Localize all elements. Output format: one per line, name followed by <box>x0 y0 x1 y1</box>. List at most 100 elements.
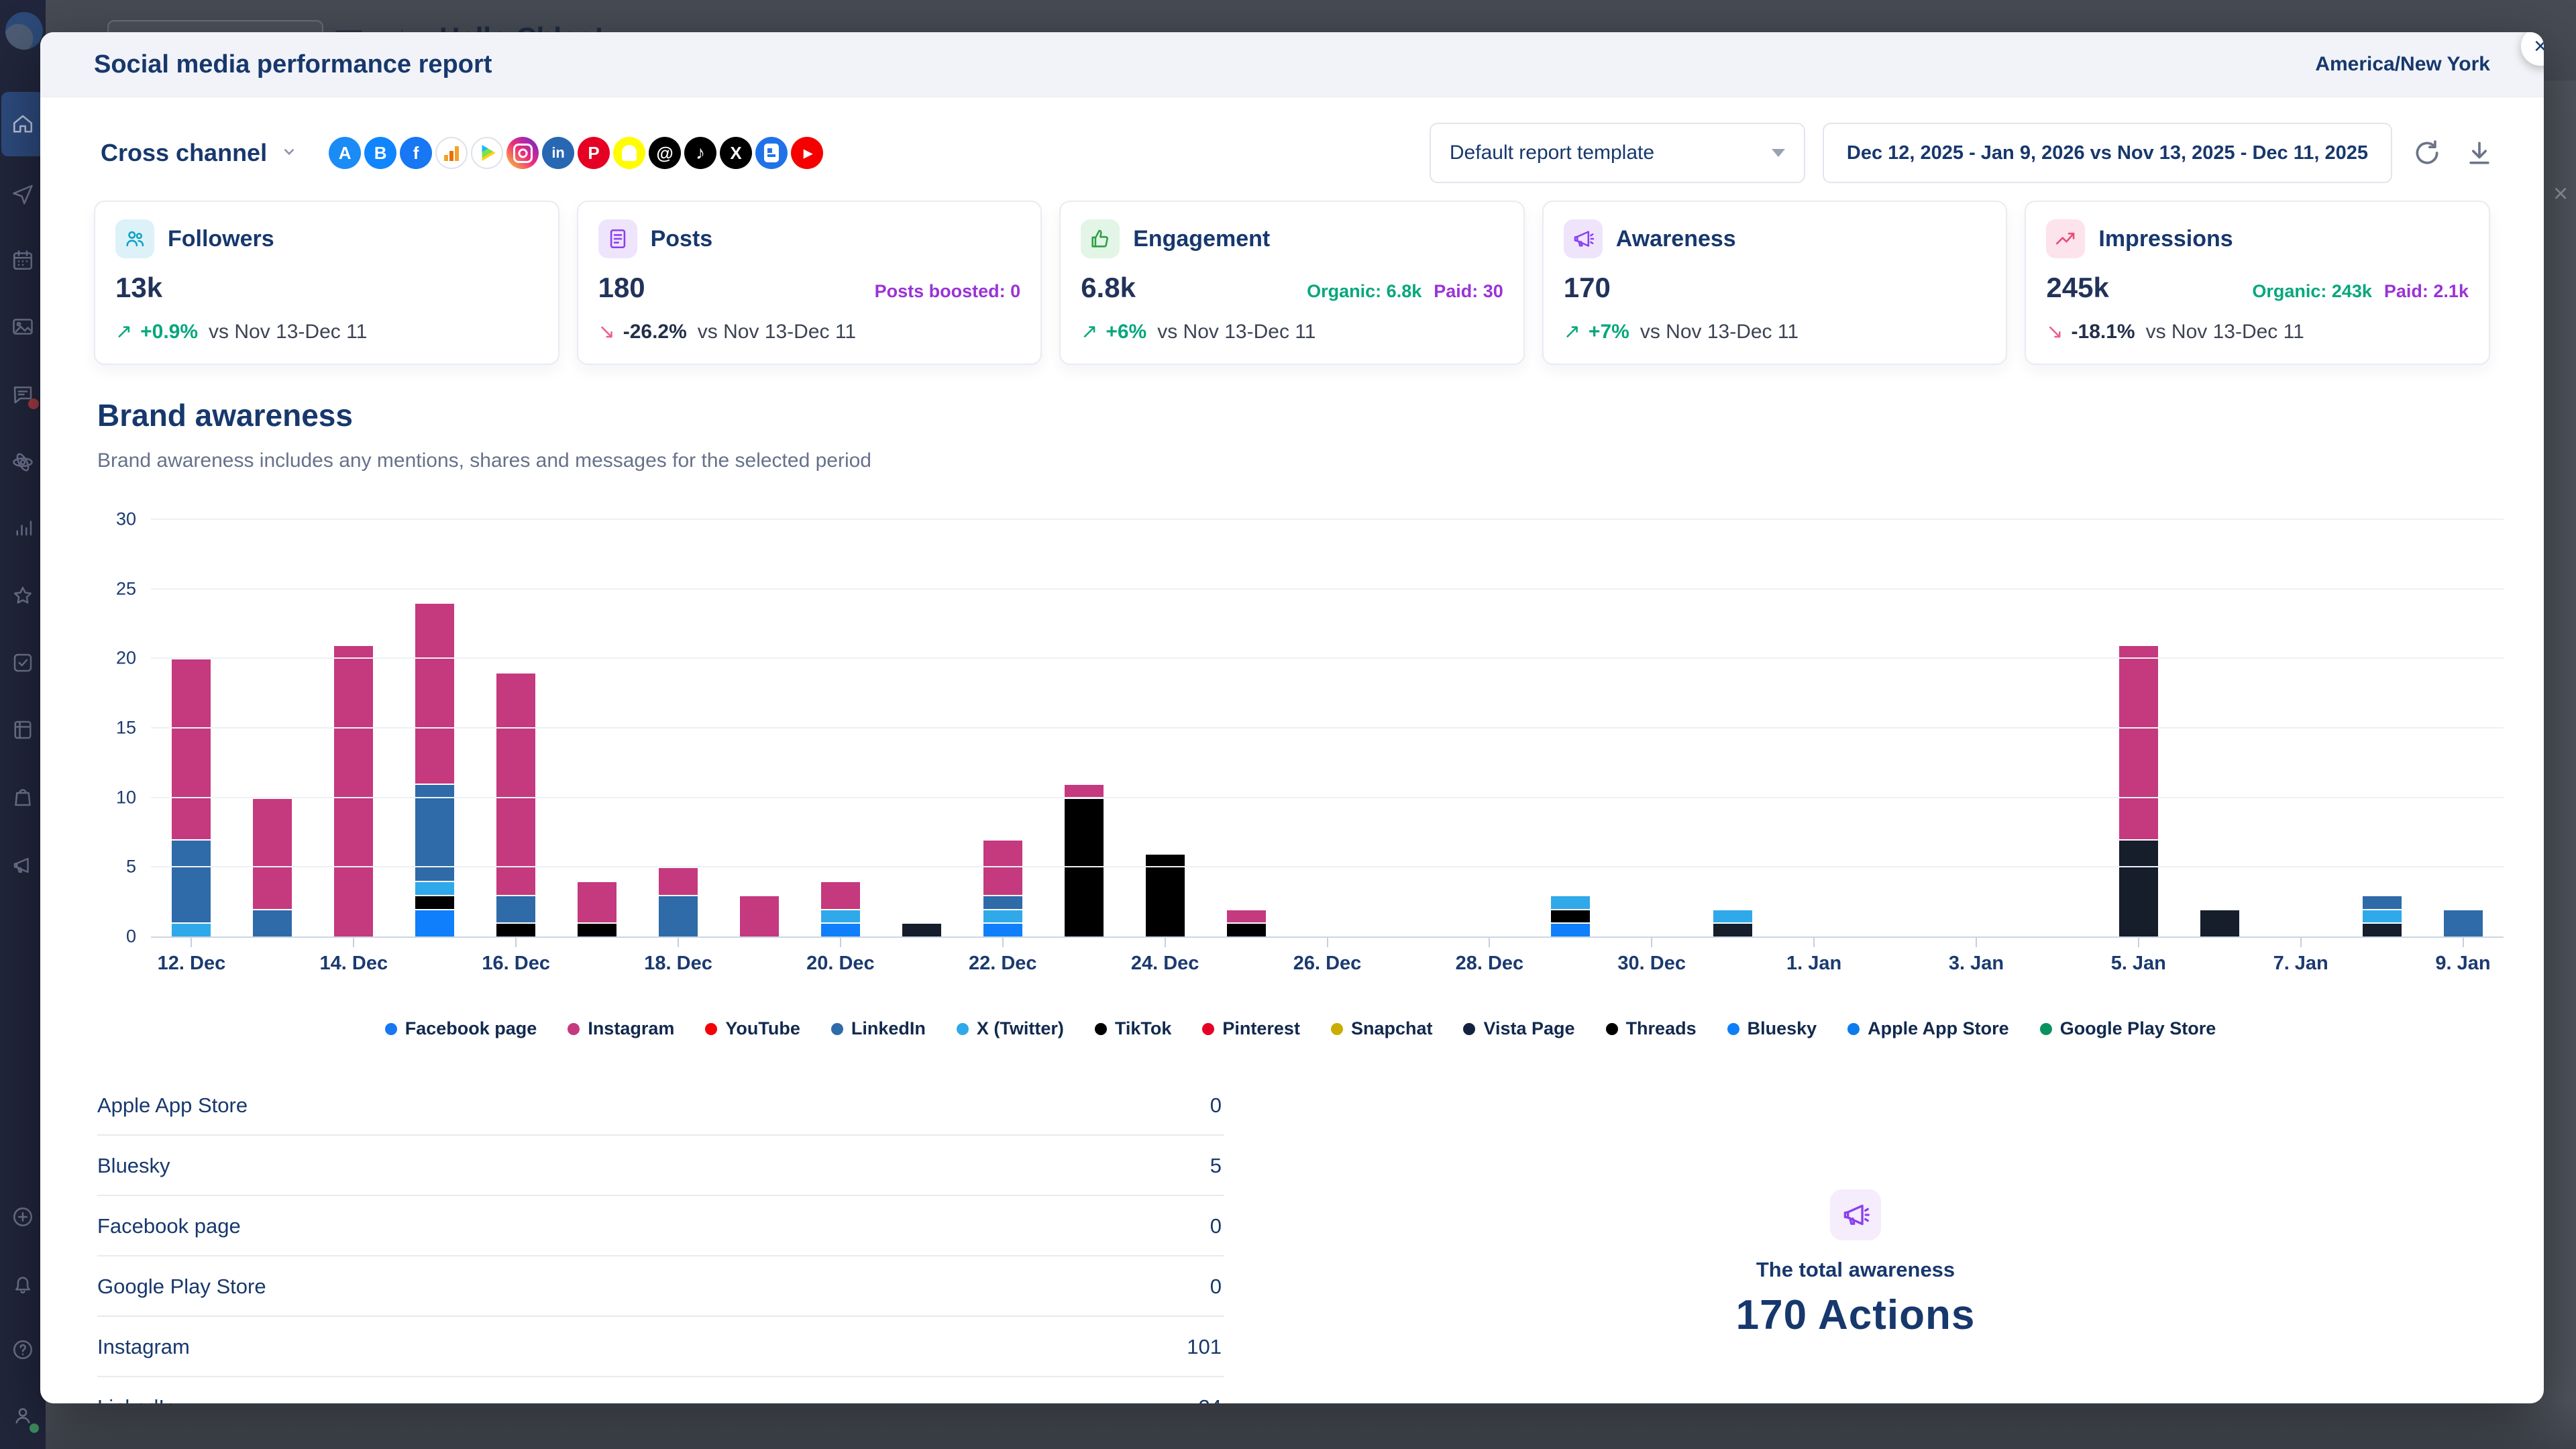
bar-segment-instagram[interactable] <box>496 672 536 895</box>
bar-segment-vista-page[interactable] <box>2118 839 2158 936</box>
background-close-icon[interactable]: × <box>2553 180 2569 208</box>
sidebar-item-help[interactable] <box>0 1327 46 1373</box>
bar-segment-instagram[interactable] <box>1064 783 1104 798</box>
sidebar-item-profile[interactable] <box>0 1393 46 1438</box>
bar-segment-bluesky[interactable] <box>820 922 860 936</box>
legend-item-linkedin[interactable]: LinkedIn <box>830 1018 926 1039</box>
instagram-icon[interactable] <box>506 137 539 169</box>
legend-item-tiktok[interactable]: TikTok <box>1094 1018 1171 1039</box>
bar-segment-linkedin[interactable] <box>2443 908 2483 936</box>
legend-item-google-play-store[interactable]: Google Play Store <box>2039 1018 2216 1039</box>
legend-item-x-twitter-[interactable]: X (Twitter) <box>956 1018 1064 1039</box>
x-axis-tick <box>2137 938 2139 947</box>
sidebar-item-calendar[interactable] <box>0 237 46 283</box>
bar-segment-tiktok[interactable] <box>1226 922 1266 936</box>
channel-selector[interactable]: Cross channel <box>101 139 268 166</box>
sidebar-item-listings[interactable] <box>0 774 46 820</box>
bar-segment-linkedin[interactable] <box>253 908 292 936</box>
facebook-icon[interactable]: f <box>400 137 433 169</box>
bar-segment-linkedin[interactable] <box>415 783 455 881</box>
bar-segment-linkedin[interactable] <box>983 894 1022 909</box>
bar-segment-bluesky[interactable] <box>983 922 1022 936</box>
bar-segment-x-twitter-[interactable] <box>2362 908 2402 923</box>
bar-segment-x-twitter-[interactable] <box>172 922 211 936</box>
bar-segment-tiktok[interactable] <box>415 894 455 909</box>
bar-segment-instagram[interactable] <box>334 644 374 936</box>
threads-icon[interactable]: @ <box>649 137 682 169</box>
bar-segment-x-twitter-[interactable] <box>820 908 860 923</box>
sidebar-item-home[interactable] <box>1 92 44 156</box>
youtube-icon[interactable]: ▶ <box>791 137 824 169</box>
sidebar-item-add[interactable] <box>0 1194 46 1240</box>
bar-segment-x-twitter-[interactable] <box>1713 908 1753 923</box>
bar-segment-linkedin[interactable] <box>172 839 211 923</box>
bar-segment-x-twitter-[interactable] <box>1551 894 1591 909</box>
sidebar-item-publish[interactable] <box>0 171 46 217</box>
pinterest-icon[interactable]: P <box>578 137 610 169</box>
legend-item-vista-page[interactable]: Vista Page <box>1463 1018 1575 1039</box>
legend-item-threads[interactable]: Threads <box>1605 1018 1697 1039</box>
sidebar-item-automation[interactable] <box>0 439 46 485</box>
download-button[interactable] <box>2462 136 2497 170</box>
legend-item-pinterest[interactable]: Pinterest <box>1202 1018 1300 1039</box>
bar-segment-instagram[interactable] <box>1226 908 1266 923</box>
bar-segment-instagram[interactable] <box>578 881 617 923</box>
bar-segment-linkedin[interactable] <box>2362 894 2402 909</box>
bar-segment-instagram[interactable] <box>2118 644 2158 839</box>
bluesky-icon[interactable]: B <box>364 137 397 169</box>
sidebar-item-analytics[interactable] <box>0 506 46 551</box>
bar-segment-bluesky[interactable] <box>1551 922 1591 936</box>
google-analytics-icon[interactable] <box>435 137 468 169</box>
chevron-down-icon[interactable] <box>280 143 298 164</box>
sidebar-item-notifications[interactable] <box>0 1261 46 1307</box>
app-logo[interactable] <box>5 12 43 50</box>
legend-item-bluesky[interactable]: Bluesky <box>1727 1018 1817 1039</box>
bar-segment-tiktok[interactable] <box>496 922 536 936</box>
x-icon[interactable]: X <box>720 137 753 169</box>
legend-item-apple-app-store[interactable]: Apple App Store <box>1847 1018 2009 1039</box>
sidebar-item-inbox[interactable] <box>0 372 46 417</box>
bar-segment-bluesky[interactable] <box>415 908 455 936</box>
legend-item-youtube[interactable]: YouTube <box>705 1018 800 1039</box>
snapchat-icon[interactable] <box>613 137 646 169</box>
bar-segment-linkedin[interactable] <box>659 894 698 936</box>
bar-segment-instagram[interactable] <box>253 797 292 909</box>
sidebar-item-reviews[interactable] <box>0 573 46 619</box>
bar-segment-instagram[interactable] <box>659 867 698 895</box>
bar-segment-linkedin[interactable] <box>496 894 536 923</box>
bar-segment-x-twitter-[interactable] <box>983 908 1022 923</box>
legend-item-instagram[interactable]: Instagram <box>568 1018 674 1039</box>
bar-segment-instagram[interactable] <box>740 894 780 936</box>
bar-segment-tiktok[interactable] <box>578 922 617 936</box>
legend-item-snapchat[interactable]: Snapchat <box>1330 1018 1432 1039</box>
legend-label: Facebook page <box>405 1018 537 1038</box>
sidebar-item-advocacy[interactable] <box>0 843 46 888</box>
kpi-card-awareness: Awareness 170 ↗ +7% vs Nov 13-Dec 11 <box>1542 201 2008 365</box>
sidebar-item-media[interactable] <box>0 304 46 350</box>
apple-app-store-icon[interactable]: A <box>329 137 362 169</box>
sidebar-item-employee[interactable] <box>0 707 46 753</box>
bar-segment-instagram[interactable] <box>415 602 455 784</box>
legend-item-facebook-page[interactable]: Facebook page <box>384 1018 537 1039</box>
bar-segment-vista-page[interactable] <box>2362 922 2402 936</box>
bar-segment-vista-page[interactable] <box>902 922 941 936</box>
bar-segment-tiktok[interactable] <box>1551 908 1591 923</box>
x-axis-tick-label: 28. Dec <box>1455 953 1524 974</box>
bar-segment-x-twitter-[interactable] <box>415 881 455 895</box>
kpi-trend: ↗ +6% vs Nov 13-Dec 11 <box>1081 320 1503 343</box>
bar-segment-tiktok[interactable] <box>1145 853 1185 936</box>
date-range-picker[interactable]: Dec 12, 2025 - Jan 9, 2026 vs Nov 13, 20… <box>1822 123 2392 183</box>
vista-page-icon[interactable] <box>755 137 788 169</box>
tiktok-icon[interactable]: ♪ <box>684 137 717 169</box>
sidebar-item-tasks[interactable] <box>0 640 46 686</box>
refresh-button[interactable] <box>2410 136 2445 170</box>
bar-segment-vista-page[interactable] <box>1713 922 1753 936</box>
bar-segment-instagram[interactable] <box>172 658 211 839</box>
modal-close-button[interactable]: × <box>2521 32 2544 66</box>
report-template-select[interactable]: Default report template <box>1429 123 1805 183</box>
timezone-label[interactable]: America/New York <box>2315 53 2490 75</box>
google-play-icon[interactable] <box>471 137 504 169</box>
bar-segment-instagram[interactable] <box>820 881 860 909</box>
bar-segment-vista-page[interactable] <box>2200 908 2239 936</box>
linkedin-icon[interactable]: in <box>542 137 575 169</box>
